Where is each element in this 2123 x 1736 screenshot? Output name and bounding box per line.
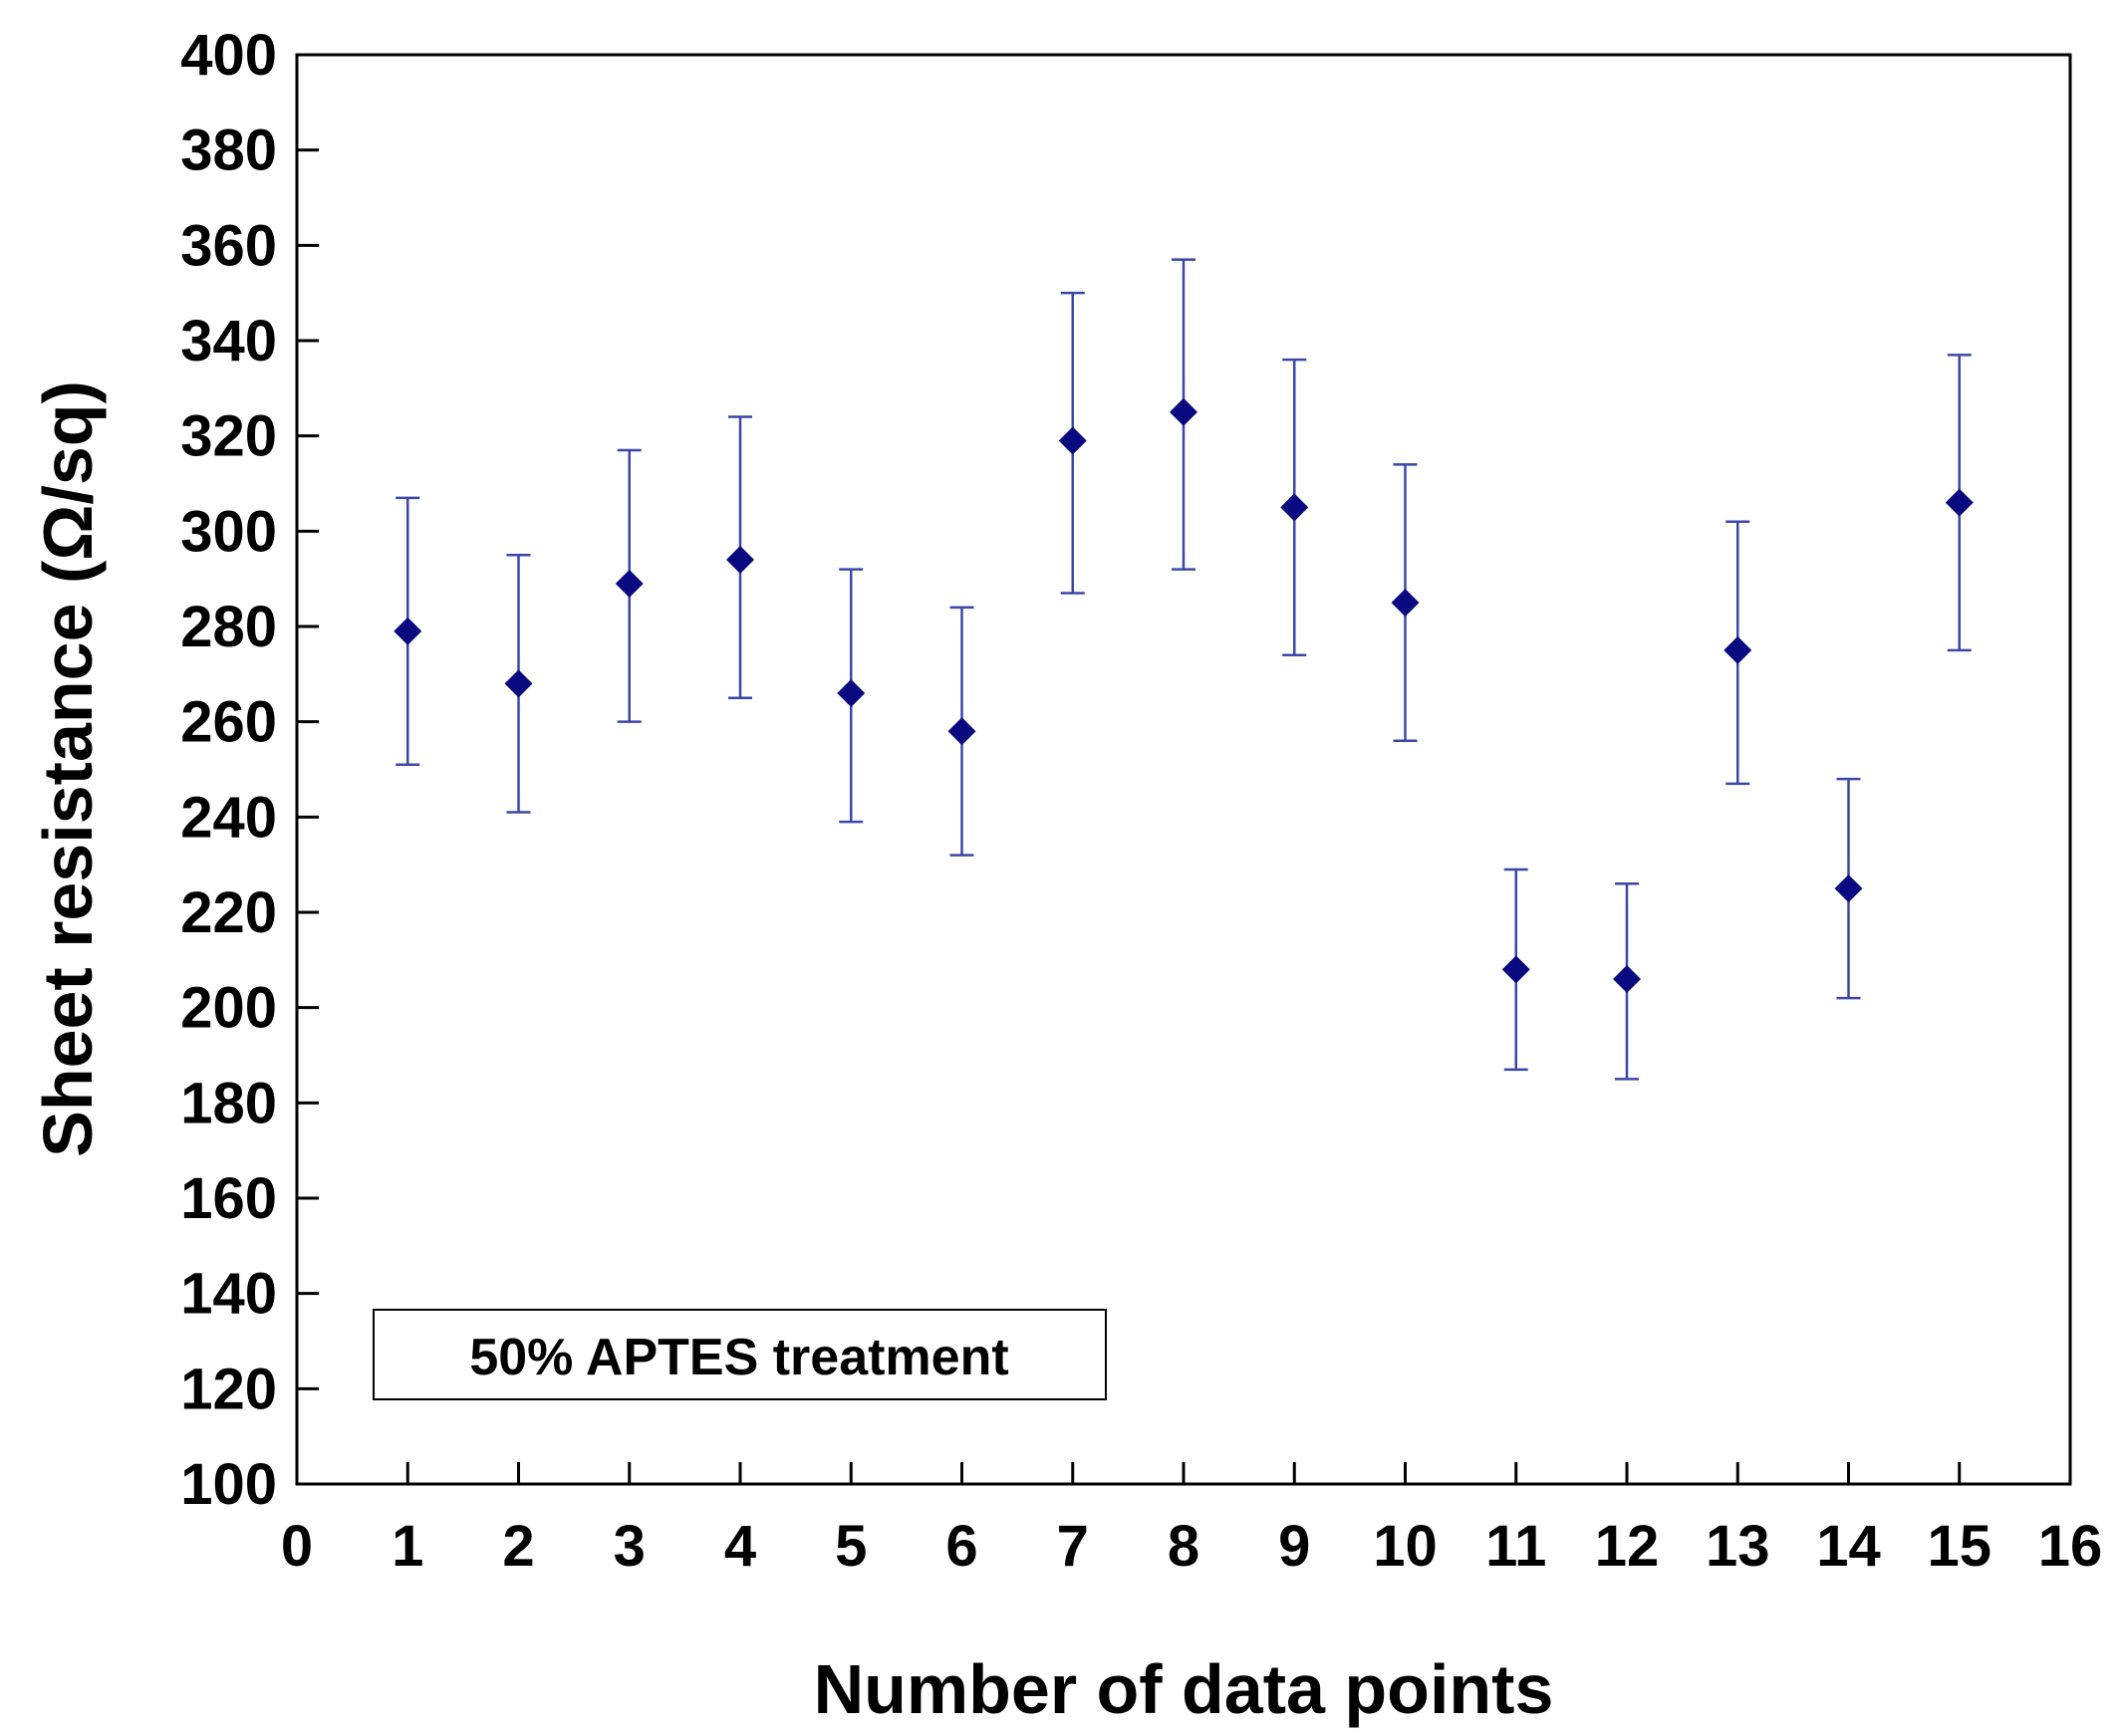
annotation-label: 50% APTES treatment <box>469 1329 1008 1386</box>
y-tick-label: 280 <box>180 595 277 659</box>
data-point <box>1724 635 1752 664</box>
data-point <box>615 569 644 598</box>
y-tick-label: 380 <box>180 119 277 183</box>
y-tick-label: 360 <box>180 213 277 278</box>
data-point <box>394 617 422 645</box>
x-tick-label: 14 <box>1816 1514 1881 1579</box>
y-tick-label: 120 <box>180 1357 277 1421</box>
data-point <box>726 546 754 575</box>
x-tick-label: 9 <box>1278 1514 1310 1579</box>
data-point <box>837 678 866 707</box>
y-tick-label: 160 <box>180 1166 277 1231</box>
y-tick-label: 100 <box>180 1452 277 1517</box>
y-tick-label: 200 <box>180 976 277 1041</box>
data-point <box>1834 874 1863 903</box>
x-tick-label: 6 <box>945 1514 977 1579</box>
y-tick-label: 340 <box>180 309 277 373</box>
x-tick-label: 13 <box>1706 1514 1770 1579</box>
data-points <box>394 397 1974 993</box>
x-tick-label: 15 <box>1927 1514 1991 1579</box>
x-axis-title: Number of data points <box>814 1650 1554 1728</box>
y-tick-label: 240 <box>180 785 277 850</box>
data-point <box>1613 964 1641 993</box>
y-tick-label: 180 <box>180 1071 277 1135</box>
x-tick-label: 3 <box>614 1514 646 1579</box>
x-tick-label: 8 <box>1168 1514 1199 1579</box>
error-bars <box>396 258 1972 1081</box>
x-tick-label: 11 <box>1485 1514 1546 1579</box>
data-point <box>504 669 533 698</box>
annotation-box: 50% APTES treatment <box>373 1309 1107 1400</box>
y-axis-title: Sheet resistance (Ω/sq) <box>29 380 107 1157</box>
x-tick-label: 0 <box>281 1514 313 1579</box>
y-tick-label: 300 <box>180 499 277 564</box>
data-point <box>1945 488 1974 517</box>
x-tick-label: 4 <box>724 1514 756 1579</box>
data-point <box>1280 493 1309 522</box>
y-tick-label: 220 <box>180 880 277 945</box>
data-point <box>1170 397 1197 426</box>
data-point <box>1391 589 1420 618</box>
y-tick-label: 400 <box>180 23 277 88</box>
x-axis-ticks: 0 1 2 3 4 5 6 7 8 9 10 11 12 13 14 15 16 <box>281 1462 2102 1579</box>
data-point <box>947 717 976 746</box>
x-tick-label: 1 <box>392 1514 423 1579</box>
y-tick-label: 140 <box>180 1262 277 1327</box>
data-point <box>1501 955 1530 984</box>
y-axis-ticks: 100 120 140 160 180 200 220 240 260 280 300 320 340 3… <box>180 23 319 1517</box>
annotation-frame <box>373 1309 1107 1400</box>
data-point <box>1058 426 1087 455</box>
y-tick-label: 320 <box>180 404 277 469</box>
x-tick-label: 2 <box>502 1514 534 1579</box>
x-tick-label: 12 <box>1595 1514 1660 1579</box>
x-tick-label: 10 <box>1373 1514 1438 1579</box>
y-tick-label: 260 <box>180 690 277 755</box>
x-tick-label: 16 <box>2038 1514 2103 1579</box>
x-tick-label: 7 <box>1057 1514 1089 1579</box>
x-tick-label: 5 <box>835 1514 867 1579</box>
